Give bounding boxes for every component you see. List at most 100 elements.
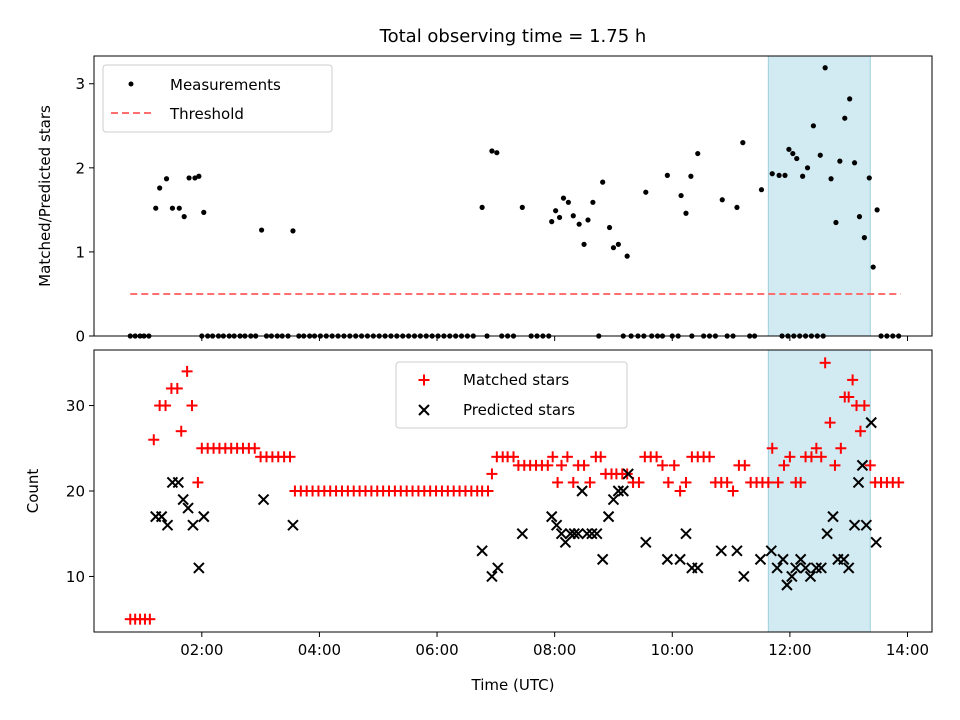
y-axis-label: Count xyxy=(24,469,42,514)
matched-star-point xyxy=(482,485,494,497)
measurement-point xyxy=(560,195,567,201)
predicted-star-point xyxy=(865,416,877,429)
measurement-point xyxy=(489,148,495,154)
matched-star-point xyxy=(854,425,866,437)
measurement-point xyxy=(643,189,649,195)
x-b xyxy=(799,562,812,574)
x-b xyxy=(555,528,568,540)
predicted-star-point xyxy=(790,562,802,574)
legend-box xyxy=(102,64,333,133)
measurement-point xyxy=(259,227,265,233)
x-b xyxy=(731,545,743,557)
matched-star-point xyxy=(633,476,645,488)
predicted-star-point xyxy=(640,536,652,548)
measurement-point xyxy=(196,173,202,179)
matched-star-point xyxy=(486,468,498,480)
predicted-star-point xyxy=(674,553,686,566)
predicted-star-point xyxy=(576,485,588,497)
matched-star-point xyxy=(656,459,668,471)
matched-star-point xyxy=(739,459,751,471)
predicted-star-point xyxy=(804,570,817,583)
y-axis-label: Matched/Predicted stars xyxy=(36,105,54,287)
measurement-point xyxy=(828,176,834,182)
x-b xyxy=(827,510,839,523)
legend-label-matched: Matched stars xyxy=(463,371,569,389)
measurement-point xyxy=(201,209,207,215)
measurement-point xyxy=(719,197,725,203)
measurement-point xyxy=(186,175,192,181)
x-b xyxy=(486,570,498,583)
axes-frame xyxy=(93,55,933,337)
predicted-star-point xyxy=(198,510,210,523)
matched-star-point xyxy=(784,451,796,463)
legend-box xyxy=(395,361,628,429)
x-tick-label: 04:00 xyxy=(298,641,341,659)
x-b xyxy=(865,416,877,429)
y-tick-label: 0 xyxy=(75,328,85,346)
x-tick-label: 02:00 xyxy=(180,641,223,659)
measurement-point xyxy=(615,241,621,247)
matched-star-point xyxy=(160,400,172,412)
predicted-star-point xyxy=(794,553,807,566)
x-b xyxy=(550,519,563,531)
legend-label-measurements: Measurements xyxy=(170,76,281,94)
measurement-point xyxy=(169,205,176,211)
legend-marker-measurements xyxy=(128,81,134,87)
x-b xyxy=(738,570,750,583)
matched-star-point xyxy=(772,476,784,488)
matched-star-point xyxy=(680,476,692,488)
matched-star-point xyxy=(864,459,876,471)
measurement-point xyxy=(553,208,559,214)
legend-plus xyxy=(418,374,430,386)
predicted-star-point xyxy=(476,545,488,557)
predicted-star-point xyxy=(622,468,634,480)
x-b xyxy=(161,519,174,531)
matched-star-point xyxy=(847,374,859,386)
x-b xyxy=(607,493,620,506)
x-b xyxy=(680,528,692,540)
predicted-star-point xyxy=(860,519,873,531)
matched-star-point xyxy=(778,459,790,471)
x-b xyxy=(581,528,593,540)
x-b xyxy=(794,553,807,566)
matched-star-point xyxy=(662,476,674,488)
matched-star-point xyxy=(805,451,817,463)
x-b xyxy=(804,570,817,583)
measurement-point xyxy=(585,217,591,223)
predicted-star-point xyxy=(842,562,855,574)
legend-label-predicted: Predicted stars xyxy=(463,401,575,419)
y-ticks: 0 1 2 3 xyxy=(75,75,94,346)
x-b xyxy=(661,553,674,566)
x-b xyxy=(852,476,865,489)
x-b xyxy=(754,553,767,566)
measurement-point xyxy=(290,228,296,234)
measurement-point xyxy=(181,214,187,220)
matched-star-point xyxy=(815,451,827,463)
predicted-star-point xyxy=(617,485,629,497)
x-b xyxy=(848,519,861,531)
x-b xyxy=(842,562,855,574)
measurement-point xyxy=(870,264,876,270)
matched-star-point xyxy=(578,459,590,471)
measurement-point xyxy=(606,224,613,231)
legend-marker-predicted xyxy=(418,404,430,416)
matched-star-point xyxy=(721,476,733,488)
predicted-star-point xyxy=(572,528,584,540)
measurement-point xyxy=(856,214,863,220)
matched-star-point xyxy=(567,476,579,488)
x-b xyxy=(786,570,798,583)
predicted-star-point xyxy=(607,493,620,506)
predicted-star-point xyxy=(848,519,861,531)
matched-star-point xyxy=(824,417,836,429)
predicted-star-point xyxy=(815,562,827,574)
predicted-star-point xyxy=(172,476,184,489)
measurement-point xyxy=(786,146,792,152)
x-b xyxy=(586,528,598,540)
matched-star-point xyxy=(835,442,847,454)
predicted-star-point xyxy=(692,562,704,574)
x-b xyxy=(187,519,199,531)
predicted-star-point xyxy=(550,519,563,531)
predicted-star-point xyxy=(821,528,833,540)
x-axis-label: Time (UTC) xyxy=(471,676,555,694)
predicted-star-point xyxy=(680,528,692,540)
